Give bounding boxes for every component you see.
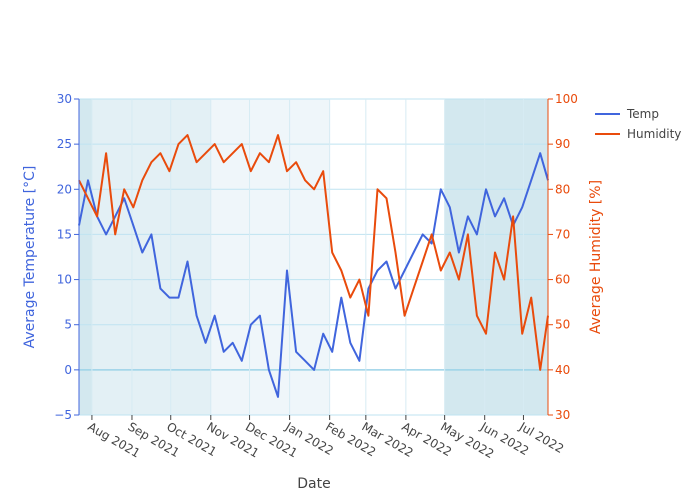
grid-lines <box>79 98 548 416</box>
series-lines <box>78 134 549 398</box>
shaded-band-3 <box>329 99 445 415</box>
y-right-tick-label-3: 60 <box>555 273 570 287</box>
y-left-tick-label-4: 15 <box>57 227 72 241</box>
y-right-axis-title: Average Humidity [%] <box>588 180 604 334</box>
shaded-band-1 <box>91 99 211 415</box>
y-right-tick-label-5: 80 <box>555 182 570 196</box>
y-left-tick-label-3: 10 <box>57 273 72 287</box>
y-right-tick-label-4: 70 <box>555 227 570 241</box>
y-right-tick-label-1: 40 <box>555 363 570 377</box>
y-left-tick-label-5: 20 <box>57 182 72 196</box>
y-right-tick-label-0: 30 <box>555 408 570 422</box>
y-right-tick-label-2: 50 <box>555 318 570 332</box>
y-left-tick-label-2: 5 <box>64 318 72 332</box>
shaded-bands <box>79 99 548 415</box>
y-right-tick-label-7: 100 <box>555 92 578 106</box>
legend: Temp Humidity <box>595 107 681 141</box>
series-line-humidity <box>78 134 549 371</box>
x-axis-title: Date <box>297 476 330 492</box>
y-left-tick-label-7: 30 <box>57 92 72 106</box>
y-left-tick-label-6: 25 <box>57 137 72 151</box>
shaded-band-0 <box>79 99 92 415</box>
series-line-temp <box>78 152 549 398</box>
y-left-tick-label-1: 0 <box>64 363 72 377</box>
shaded-band-2 <box>210 99 330 415</box>
y-left-axis-title: Average Temperature [°C] <box>22 166 38 349</box>
legend-label-temp: Temp <box>626 107 659 121</box>
y-left-tick-label-0: −5 <box>54 408 72 422</box>
y-right-tick-label-6: 90 <box>555 137 570 151</box>
legend-label-humidity: Humidity <box>627 127 681 141</box>
